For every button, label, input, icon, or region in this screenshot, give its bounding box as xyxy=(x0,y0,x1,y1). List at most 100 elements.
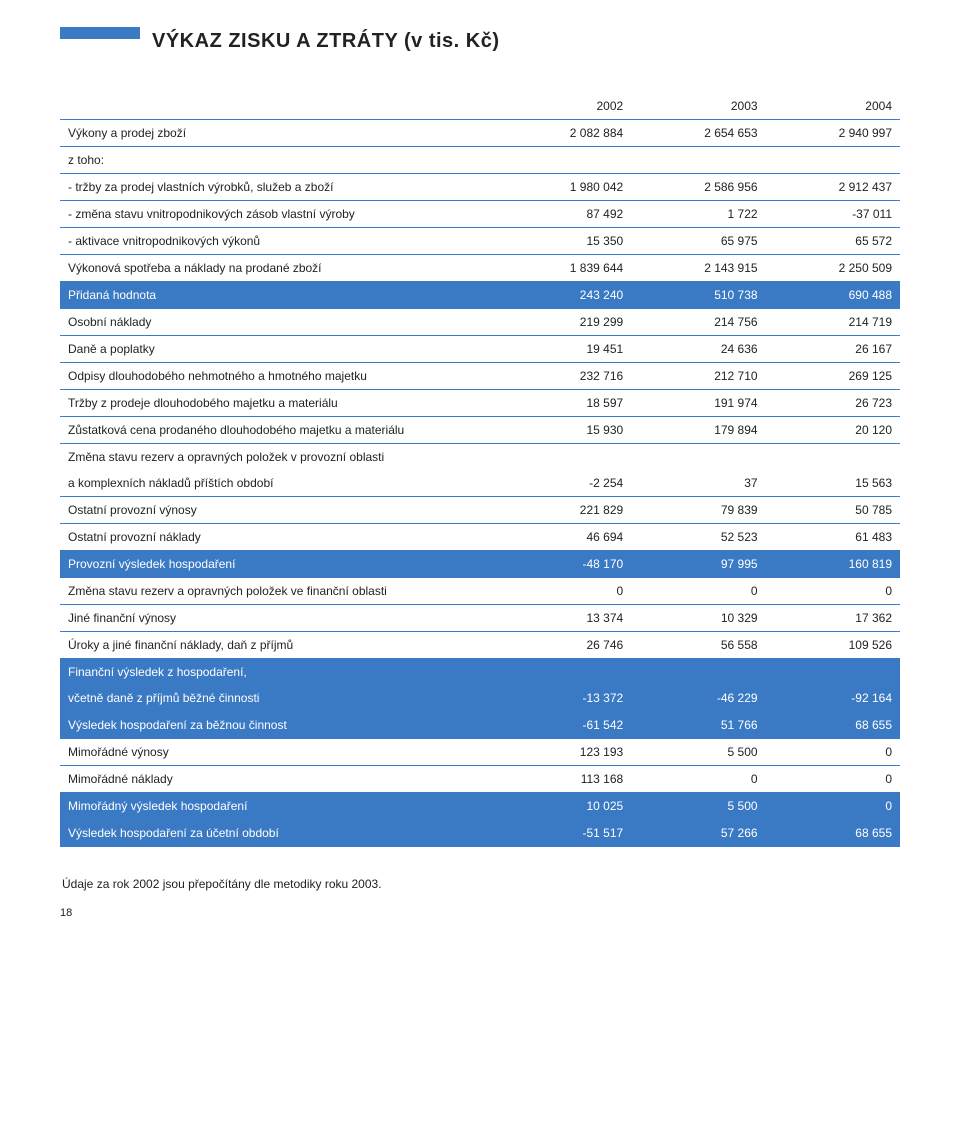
cell: 10 025 xyxy=(497,793,631,820)
cell: 19 451 xyxy=(497,336,631,363)
table-row: Odpisy dlouhodobého nehmotného a hmotnéh… xyxy=(60,363,900,390)
cell: 0 xyxy=(766,578,900,605)
table-row: Výsledek hospodaření za účetní období-51… xyxy=(60,820,900,847)
cell: 2 940 997 xyxy=(766,120,900,147)
cell: 212 710 xyxy=(631,363,765,390)
cell: 179 894 xyxy=(631,417,765,444)
table-row: - změna stavu vnitropodnikových zásob vl… xyxy=(60,201,900,228)
cell: 243 240 xyxy=(497,282,631,309)
cell: 123 193 xyxy=(497,739,631,766)
table-row: Mimořádné výnosy123 1935 5000 xyxy=(60,739,900,766)
table-row: Výkony a prodej zboží2 082 8842 654 6532… xyxy=(60,120,900,147)
cell: 5 500 xyxy=(631,793,765,820)
col-2004: 2004 xyxy=(766,93,900,120)
row-label: Výsledek hospodaření za účetní období xyxy=(60,820,497,847)
page-number: 18 xyxy=(60,907,72,919)
table-row: Mimořádné náklady113 16800 xyxy=(60,766,900,793)
cell: 690 488 xyxy=(766,282,900,309)
row-label: Výkony a prodej zboží xyxy=(60,120,497,147)
header-row: 2002 2003 2004 xyxy=(60,93,900,120)
row-label: včetně daně z příjmů běžné činnosti xyxy=(60,685,497,712)
cell: 57 266 xyxy=(631,820,765,847)
cell: 214 719 xyxy=(766,309,900,336)
cell: 15 930 xyxy=(497,417,631,444)
row-label: Přidaná hodnota xyxy=(60,282,497,309)
cell: 0 xyxy=(766,766,900,793)
table-row: Výsledek hospodaření za běžnou činnost-6… xyxy=(60,712,900,739)
financial-table: 2002 2003 2004 Výkony a prodej zboží2 08… xyxy=(60,93,900,847)
cell: 24 636 xyxy=(631,336,765,363)
col-2002: 2002 xyxy=(497,93,631,120)
cell: 191 974 xyxy=(631,390,765,417)
cell: 5 500 xyxy=(631,739,765,766)
row-label: Ostatní provozní náklady xyxy=(60,524,497,551)
title-bar: VÝKAZ ZISKU A ZTRÁTY (v tis. Kč) xyxy=(60,30,900,53)
cell: 219 299 xyxy=(497,309,631,336)
table-row: Ostatní provozní výnosy221 82979 83950 7… xyxy=(60,497,900,524)
cell xyxy=(766,147,900,174)
row-label: Osobní náklady xyxy=(60,309,497,336)
cell: 26 167 xyxy=(766,336,900,363)
cell: 61 483 xyxy=(766,524,900,551)
row-label: Finanční výsledek z hospodaření, xyxy=(60,659,497,686)
cell: 26 723 xyxy=(766,390,900,417)
cell xyxy=(766,659,900,686)
cell xyxy=(631,444,765,471)
cell xyxy=(631,147,765,174)
row-label: - změna stavu vnitropodnikových zásob vl… xyxy=(60,201,497,228)
row-label: Ostatní provozní výnosy xyxy=(60,497,497,524)
cell xyxy=(497,444,631,471)
cell: 109 526 xyxy=(766,632,900,659)
table-row: Mimořádný výsledek hospodaření10 0255 50… xyxy=(60,793,900,820)
row-label: Výkonová spotřeba a náklady na prodané z… xyxy=(60,255,497,282)
cell: 68 655 xyxy=(766,712,900,739)
table-row: Změna stavu rezerv a opravných položek v… xyxy=(60,444,900,471)
row-label: Úroky a jiné finanční náklady, daň z pří… xyxy=(60,632,497,659)
cell: 2 912 437 xyxy=(766,174,900,201)
cell: -92 164 xyxy=(766,685,900,712)
cell: 269 125 xyxy=(766,363,900,390)
table-head: 2002 2003 2004 xyxy=(60,93,900,120)
row-label: z toho: xyxy=(60,147,497,174)
cell: 0 xyxy=(631,578,765,605)
cell: 26 746 xyxy=(497,632,631,659)
cell: 2 654 653 xyxy=(631,120,765,147)
table-row: Tržby z prodeje dlouhodobého majetku a m… xyxy=(60,390,900,417)
cell: -37 011 xyxy=(766,201,900,228)
table-row: Jiné finanční výnosy13 37410 32917 362 xyxy=(60,605,900,632)
cell: 2 082 884 xyxy=(497,120,631,147)
row-label: Mimořádný výsledek hospodaření xyxy=(60,793,497,820)
cell: 0 xyxy=(766,739,900,766)
table-row: Přidaná hodnota243 240510 738690 488 xyxy=(60,282,900,309)
cell: 97 995 xyxy=(631,551,765,578)
cell: 160 819 xyxy=(766,551,900,578)
col-label xyxy=(60,93,497,120)
title-accent xyxy=(60,27,140,39)
cell: 15 563 xyxy=(766,470,900,497)
cell xyxy=(497,659,631,686)
cell xyxy=(766,444,900,471)
cell: 17 362 xyxy=(766,605,900,632)
cell: 46 694 xyxy=(497,524,631,551)
cell: -13 372 xyxy=(497,685,631,712)
table-row: z toho: xyxy=(60,147,900,174)
table-row: Zůstatková cena prodaného dlouhodobého m… xyxy=(60,417,900,444)
cell: 10 329 xyxy=(631,605,765,632)
cell: 0 xyxy=(497,578,631,605)
cell: 56 558 xyxy=(631,632,765,659)
cell: 52 523 xyxy=(631,524,765,551)
cell: 20 120 xyxy=(766,417,900,444)
table-row: Osobní náklady219 299214 756214 719 xyxy=(60,309,900,336)
table-row: - aktivace vnitropodnikových výkonů15 35… xyxy=(60,228,900,255)
cell: -61 542 xyxy=(497,712,631,739)
table-row: Úroky a jiné finanční náklady, daň z pří… xyxy=(60,632,900,659)
cell: 510 738 xyxy=(631,282,765,309)
cell xyxy=(497,147,631,174)
cell: 2 586 956 xyxy=(631,174,765,201)
cell: -2 254 xyxy=(497,470,631,497)
cell: 50 785 xyxy=(766,497,900,524)
row-label: Jiné finanční výnosy xyxy=(60,605,497,632)
page-title: VÝKAZ ZISKU A ZTRÁTY (v tis. Kč) xyxy=(152,30,500,53)
page: VÝKAZ ZISKU A ZTRÁTY (v tis. Kč) 2002 20… xyxy=(0,0,960,931)
cell: 87 492 xyxy=(497,201,631,228)
